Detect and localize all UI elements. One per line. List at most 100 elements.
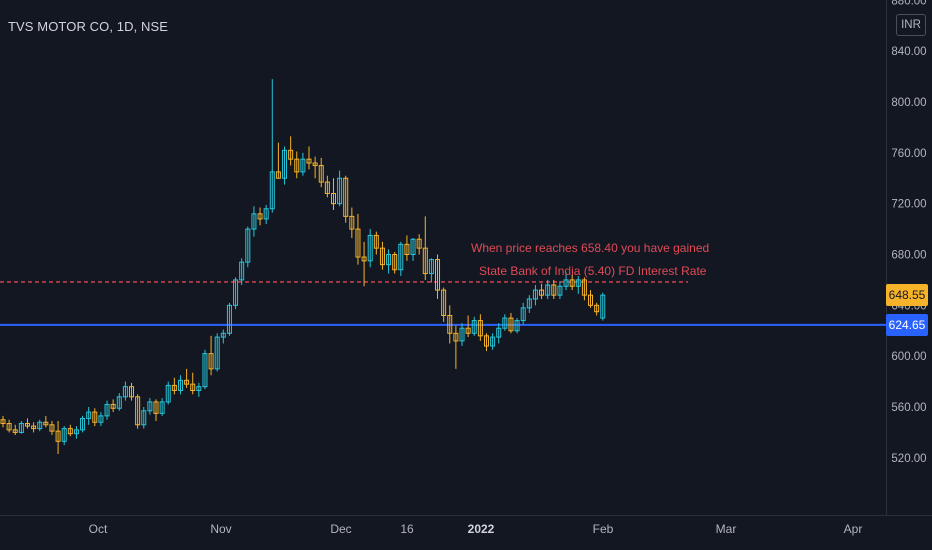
candle[interactable] [416,234,422,255]
candle[interactable] [300,152,306,176]
candle[interactable] [508,312,514,334]
candle[interactable] [110,399,116,413]
candle[interactable] [98,412,104,427]
candle[interactable] [92,408,98,427]
candle[interactable] [465,315,471,338]
candle[interactable] [575,276,581,294]
candle[interactable] [428,258,434,283]
candle[interactable] [600,292,606,321]
candle[interactable] [239,258,245,285]
candle[interactable] [73,426,79,439]
candle[interactable] [116,393,122,411]
candle[interactable] [288,136,294,166]
currency-label[interactable]: INR [896,14,926,36]
candle[interactable] [251,206,257,237]
candle[interactable] [43,415,49,428]
candle[interactable] [496,323,502,344]
candle[interactable] [153,399,159,421]
candle[interactable] [282,146,288,185]
candle[interactable] [373,231,379,255]
candle[interactable] [61,426,67,446]
candle[interactable] [318,157,324,188]
candle[interactable] [80,415,86,433]
candle[interactable] [422,216,428,280]
candle[interactable] [398,241,404,277]
candle[interactable] [545,279,551,299]
candle[interactable] [202,349,208,390]
candle[interactable] [159,398,165,416]
candle[interactable] [447,305,453,344]
candle[interactable] [337,170,343,207]
candle[interactable] [135,394,141,429]
candle[interactable] [49,420,55,435]
candle[interactable] [324,175,330,198]
candle[interactable] [86,407,92,425]
candle[interactable] [367,229,373,268]
candle[interactable] [12,424,18,435]
candle[interactable] [208,335,214,376]
candle[interactable] [477,314,483,341]
candle[interactable] [453,325,459,369]
candle[interactable] [410,237,416,261]
candle[interactable] [177,375,183,395]
annotation-line-2[interactable]: State Bank of India (5.40) FD Interest R… [479,264,707,278]
candle[interactable] [551,279,557,299]
candle[interactable] [312,156,318,179]
candle[interactable] [483,333,489,352]
candle[interactable] [275,142,281,179]
candle[interactable] [349,207,355,238]
candle[interactable] [269,79,275,213]
candle[interactable] [569,274,575,291]
candle[interactable] [190,372,196,395]
candle[interactable] [532,285,538,306]
candle[interactable] [104,400,110,420]
candle[interactable] [31,422,37,433]
candle[interactable] [220,329,226,344]
annotation-line-1[interactable]: When price reaches 658.40 you have gaine… [471,241,710,255]
candle[interactable] [594,302,600,316]
candle[interactable] [226,302,232,336]
candle[interactable] [343,175,349,223]
candle[interactable] [459,323,465,346]
candle[interactable] [257,207,263,226]
symbol-title[interactable]: TVS MOTOR CO, 1D, NSE [8,19,169,34]
candle[interactable] [67,424,73,437]
candle[interactable] [441,287,447,322]
candle[interactable] [502,314,508,331]
candle[interactable] [330,178,336,211]
candle[interactable] [581,277,587,301]
candle[interactable] [539,283,545,299]
candle[interactable] [233,277,239,310]
candle[interactable] [263,204,269,224]
candle[interactable] [435,254,441,299]
candle[interactable] [386,249,392,274]
candle[interactable] [18,420,24,434]
candle[interactable] [0,415,6,428]
candle[interactable] [557,281,563,299]
candle[interactable] [471,316,477,336]
candle[interactable] [129,382,135,401]
candle[interactable] [165,381,171,405]
candle[interactable] [563,272,569,291]
candle[interactable] [184,368,190,388]
candle[interactable] [214,333,220,372]
candle[interactable] [122,381,128,401]
candle[interactable] [392,251,398,274]
candle[interactable] [6,419,12,433]
candle[interactable] [520,302,526,325]
candle[interactable] [490,333,496,350]
candle[interactable] [379,241,385,270]
candle[interactable] [294,151,300,179]
candle[interactable] [361,241,367,287]
candle[interactable] [55,420,61,455]
candle[interactable] [514,318,520,334]
candle[interactable] [171,377,177,395]
candle[interactable] [355,213,361,265]
candle[interactable] [306,146,312,170]
candle[interactable] [24,418,30,429]
candle[interactable] [37,419,43,432]
candle[interactable] [245,226,251,268]
candle[interactable] [141,407,147,429]
candle[interactable] [588,290,594,308]
